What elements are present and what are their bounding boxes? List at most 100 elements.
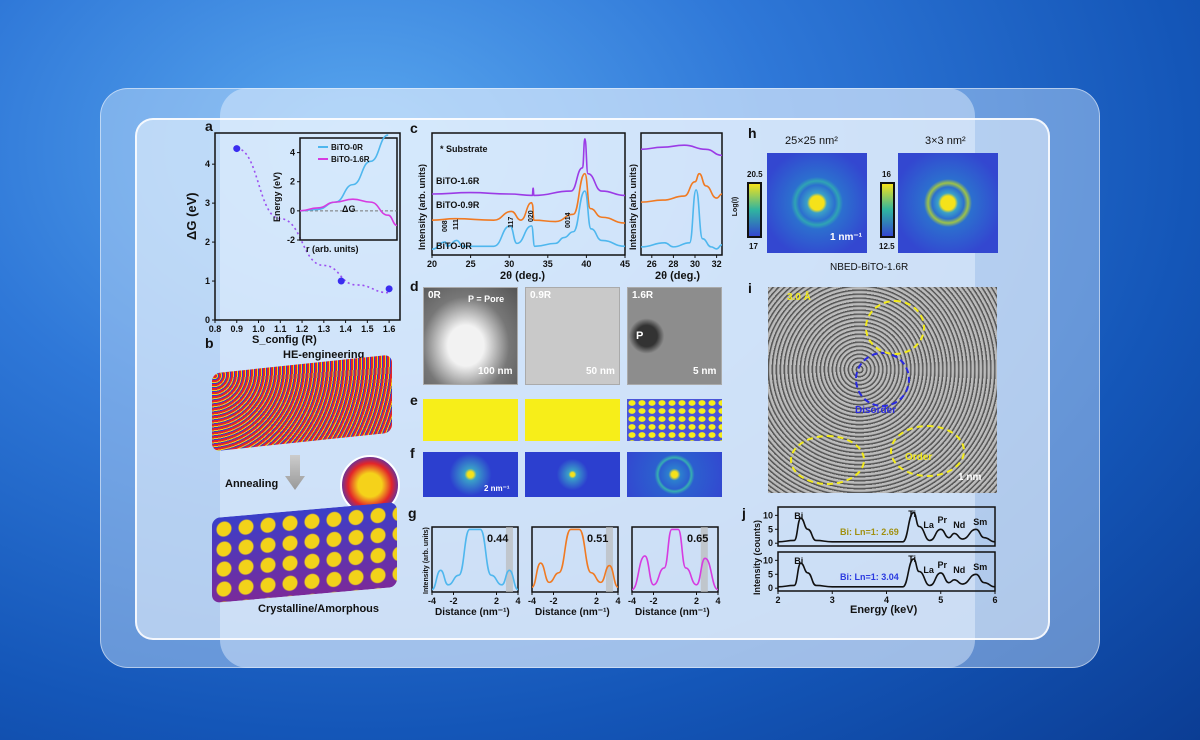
chart-g-xlabel: Distance (nm⁻¹) [535,607,610,618]
chart-c-x-tick-label: 20 [427,259,437,269]
cbar2-min: 12.5 [879,242,895,251]
cbar1-min: 17 [749,242,758,251]
chart-a-y-tick-label: 1 [205,276,210,286]
chart-c-zoom-series-0 [640,144,723,157]
tem-image-1.6r [627,287,722,385]
chart-j-peak-label: Bi [794,556,803,566]
chart-j-peak-label: Pr [937,560,947,570]
chart-c-zoom-x-tick-label: 30 [690,259,700,269]
p-label: P [636,330,644,342]
chart-j-frame [777,506,996,547]
chart-j-x-tick-label: 3 [830,595,835,605]
chart-j-peak-label: Sm [973,562,987,572]
chart-c-zoom-xlabel: 2θ (deg.) [655,270,700,282]
cbar2-max: 16 [882,170,891,179]
chart-c-zoom-x-tick-label: 26 [647,259,657,269]
scalebar-1nm: 1 nm [958,472,982,483]
chart-g-x-2-tick-label: -4 [628,596,636,606]
chart-c-series-label: BiTO-0.9R [436,200,480,210]
chart-c-zoom-series-2 [640,189,723,250]
h-title-3: 3×3 nm² [925,135,966,147]
chart-c-x-tick-label: 25 [466,259,476,269]
chart-c-peak-label: 117 [508,217,515,228]
chart-j-peak-label: Pr [937,515,947,525]
chart-j-ratio-annotation: Bi: Ln=1: 2.69 [840,527,899,537]
chart-c-peak-label: 020 [528,210,535,222]
chart-g-series-2 [631,528,719,591]
h-caption: NBED-BiTO-1.6R [830,262,909,273]
chart-a-xlabel: S_config (R) [252,334,317,346]
chart-j-ratio-annotation: Bi: Ln=1: 3.04 [840,572,899,582]
h-title-25: 25×25 nm² [785,135,838,147]
chart-a-point [385,285,393,293]
scalebar-50nm: 50 nm [586,366,615,377]
tem-image-0r [423,287,518,385]
chart-j-y-0-tick-label: 10 [763,510,773,520]
chart-j-peak-label: La [923,520,934,530]
chart-a-inset-y-tick-label: 4 [290,148,295,158]
disorder-label: Disorder [855,405,897,416]
chart-a-legend-label: BiTO-0R [331,143,363,152]
chart-a-point [233,145,241,153]
scalebar-1nm-1: 1 nm⁻¹ [830,232,862,243]
schematic-0r [423,399,518,441]
panel-label-c: c [410,120,418,136]
chart-a-fit-line [236,147,390,294]
chart-j-peak-label: Ti [908,554,916,564]
chart-a-inset-ylabel: Energy (eV) [272,172,282,222]
colorbar-1 [747,182,762,238]
chart-a-x-tick-label: 1.2 [296,324,309,334]
chart-j-y-0-tick-label: 0 [768,538,773,548]
tem-image-0.9r [525,287,620,385]
crystalline-amorphous-label: Crystalline/Amorphous [258,603,380,615]
chart-j-x-tick-label: 6 [992,595,997,605]
chart-j-peak-label: La [923,565,934,575]
chart-a-inset-frame [299,137,398,241]
chart-j-x-tick-label: 5 [938,595,943,605]
chart-a-inset-xlabel: r (arb. units) [306,244,359,254]
scalebar-100nm: 100 nm [478,366,513,377]
chart-a-x-tick-label: 1.5 [361,324,374,334]
panel-label-f: f [410,445,415,461]
chart-a-x-tick-label: 0.8 [209,324,222,334]
chart-j-peak-label: Nd [953,520,965,530]
chart-g-ylabel: Intensity (arb. units) [423,527,430,594]
chart-g-series-1 [531,528,619,588]
chart-a-inset-y-tick-label: -2 [287,235,295,245]
chart-a-x-tick-label: 1.6 [383,324,396,334]
chart-c-peak-label: 0014 [565,212,572,228]
chart-a-x-tick-label: 1.1 [274,324,287,334]
chart-j-peak-label: Ti [908,509,916,519]
saed-0r [423,452,518,497]
chart-a-y-tick-label: 2 [205,237,210,247]
saed-0.9r [525,452,620,497]
cbar1-max: 20.5 [747,170,763,179]
chart-c-peak-label: 008 [442,220,449,232]
chart-a-x-tick-label: 0.9 [231,324,244,334]
chart-g-fwhm-value: 0.65 [687,533,708,545]
chart-c-series-1 [431,172,626,224]
chart-g-xlabel: Distance (nm⁻¹) [435,607,510,618]
chart-g-fwhm-value: 0.51 [587,533,608,545]
chart-c-x-tick-label: 40 [581,259,591,269]
chart-g-series-0 [431,528,519,591]
scalebar-2nm-1: 2 nm⁻¹ [484,484,510,493]
panel-label-i: i [748,280,752,296]
panel-label-b: b [205,335,214,351]
chart-c-x-tick-label: 45 [620,259,630,269]
chart-c-x-tick-label: 30 [504,259,514,269]
chart-g-x-2-tick-label: -2 [649,596,657,606]
panel-label-g: g [408,505,417,521]
chart-g-x-2-tick-label: 4 [715,596,720,606]
nbed-image-3 [898,153,998,253]
chart-g-x-0-tick-label: -4 [428,596,436,606]
chart-j-y-1-tick-label: 0 [768,583,773,593]
chart-c-peak-label: 111 [453,219,460,230]
chart-a-inset-series-1 [299,198,398,227]
chart-a-y-tick-label: 3 [205,198,210,208]
chart-j-y-1-tick-label: 10 [763,555,773,565]
chart-g-x-1-tick-label: -2 [549,596,557,606]
schematic-0.9r [525,399,620,441]
disorder-circle [855,352,910,407]
chart-c-zoom-ylabel: Intensity (arb. units) [628,164,638,250]
